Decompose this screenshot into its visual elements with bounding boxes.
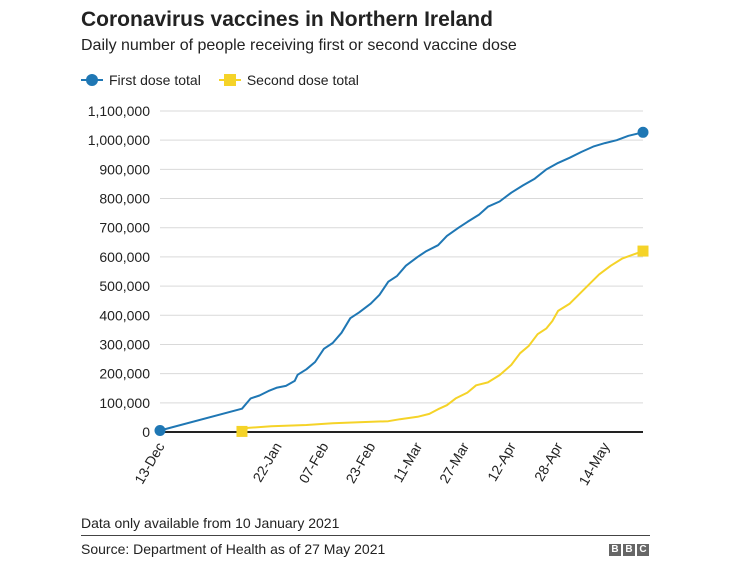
y-tick-label: 700,000 bbox=[99, 220, 150, 236]
x-tick-label: 12-Apr bbox=[484, 439, 519, 484]
y-tick-label: 1,000,000 bbox=[88, 132, 150, 148]
y-tick-label: 900,000 bbox=[99, 161, 150, 177]
bbc-logo-letter: B bbox=[609, 544, 621, 556]
legend-item-second-dose: Second dose total bbox=[218, 72, 359, 88]
data-point-marker bbox=[637, 245, 649, 257]
legend-second-dose-label: Second dose total bbox=[246, 72, 359, 88]
x-tick-label: 07-Feb bbox=[295, 439, 331, 486]
bbc-logo-letter: C bbox=[637, 544, 649, 556]
line-chart: 0 100,000 200,000 300,000 400,000 500,000 600,… bbox=[88, 103, 649, 488]
legend: First dose total Second dose total bbox=[81, 70, 377, 90]
x-tick-label: 13-Dec bbox=[131, 440, 167, 487]
legend-second-dose-marker-icon bbox=[218, 73, 241, 87]
x-tick-label: 14-May bbox=[575, 440, 612, 488]
bbc-logo: B B C bbox=[609, 544, 649, 556]
bbc-logo-letter: B bbox=[623, 544, 635, 556]
x-tick-label: 11-Mar bbox=[390, 439, 426, 485]
series-line bbox=[241, 250, 644, 433]
y-tick-label: 200,000 bbox=[99, 366, 150, 382]
footnote: Data only available from 10 January 2021 bbox=[81, 515, 340, 531]
source-note: Source: Department of Health as of 27 Ma… bbox=[81, 541, 386, 557]
y-tick-label: 600,000 bbox=[99, 249, 150, 265]
y-tick-label: 800,000 bbox=[99, 191, 150, 207]
y-tick-label: 400,000 bbox=[99, 307, 150, 323]
x-tick-label: 28-Apr bbox=[531, 439, 566, 484]
x-tick-label: 22-Jan bbox=[249, 440, 284, 485]
y-tick-label: 300,000 bbox=[99, 336, 150, 352]
y-tick-label: 0 bbox=[142, 424, 150, 440]
y-tick-label: 100,000 bbox=[99, 395, 150, 411]
chart-title: Coronavirus vaccines in Northern Ireland bbox=[81, 8, 493, 31]
x-tick-label: 23-Feb bbox=[342, 439, 378, 486]
x-tick-label: 27-Mar bbox=[436, 439, 472, 486]
legend-first-dose-marker-icon bbox=[81, 73, 103, 87]
y-tick-label: 500,000 bbox=[99, 278, 150, 294]
data-point-marker bbox=[637, 126, 649, 138]
footer-divider bbox=[81, 535, 650, 536]
chart-subtitle: Daily number of people receiving first o… bbox=[81, 37, 517, 54]
data-point-marker bbox=[154, 425, 166, 437]
legend-first-dose-label: First dose total bbox=[109, 72, 201, 88]
y-tick-label: 1,100,000 bbox=[88, 103, 150, 119]
legend-item-first-dose: First dose total bbox=[81, 72, 201, 88]
series-line bbox=[159, 131, 644, 432]
data-point-marker bbox=[236, 425, 248, 437]
